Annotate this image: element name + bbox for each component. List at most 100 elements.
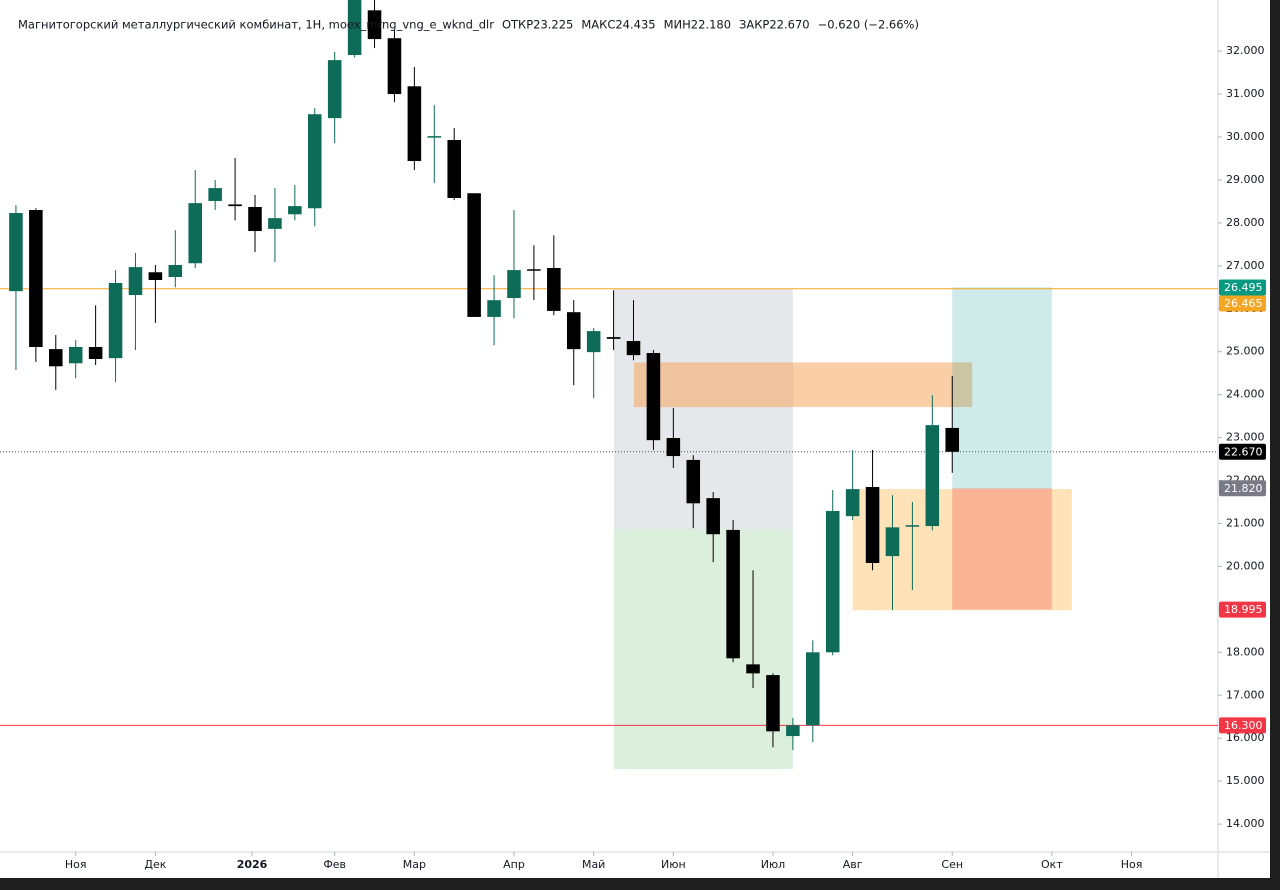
candle-body <box>746 664 760 674</box>
candle-body <box>507 270 521 299</box>
candle-body <box>387 38 402 95</box>
candle-body <box>885 527 900 557</box>
candle-body <box>49 349 63 367</box>
price-label-box <box>1219 279 1266 296</box>
candle-body <box>407 86 422 162</box>
price-label: 18.995 <box>1224 603 1263 616</box>
candle-body <box>666 438 681 457</box>
candle-body <box>208 188 222 201</box>
candle-body <box>347 0 362 55</box>
candle-body <box>108 282 123 359</box>
candle-body <box>9 213 23 292</box>
candle-body <box>646 352 661 441</box>
candle-body <box>586 331 601 353</box>
candle-body <box>527 269 541 271</box>
candle-body <box>29 209 43 347</box>
candle-body <box>327 60 342 119</box>
y-tick-label: 18.000 <box>1226 645 1265 658</box>
axes: 14.00015.00016.00017.00018.00019.00020.0… <box>65 44 1266 871</box>
ohlc-value: МАКС24.435 <box>581 18 655 32</box>
x-tick-label: Июн <box>661 858 686 871</box>
candle-body <box>845 489 860 517</box>
y-tick-label: 15.000 <box>1226 774 1265 787</box>
candle-body <box>248 206 262 232</box>
candle-body <box>686 459 701 504</box>
y-tick-label: 21.000 <box>1226 516 1265 529</box>
candle-body <box>188 203 203 264</box>
candle-body <box>706 498 720 535</box>
ohlc-value: ОТКР23.225 <box>502 18 573 32</box>
candle-body <box>427 136 442 138</box>
candle-body <box>447 139 461 198</box>
x-tick-label: Ноя <box>1121 858 1143 871</box>
zone <box>613 288 793 530</box>
y-tick-label: 17.000 <box>1226 688 1265 701</box>
candle-body <box>825 511 840 653</box>
price-label: 26.495 <box>1224 281 1263 294</box>
y-tick-label: 27.000 <box>1226 259 1265 272</box>
candle-body <box>467 193 481 317</box>
price-label-box <box>1219 480 1266 497</box>
candle-body <box>766 675 780 732</box>
candle-body <box>945 427 960 452</box>
y-tick-label: 32.000 <box>1226 44 1265 57</box>
x-tick-label: Ноя <box>65 858 87 871</box>
candle-body <box>268 218 282 229</box>
candle-body <box>228 204 242 207</box>
zone <box>633 362 973 408</box>
y-tick-label: 29.000 <box>1226 173 1265 186</box>
candle-body <box>865 486 880 563</box>
chart-background <box>0 0 1270 878</box>
candle-body <box>786 725 800 737</box>
zone <box>952 287 1052 490</box>
x-tick-label: Дек <box>144 858 166 871</box>
candle-body <box>606 337 621 339</box>
candle-body <box>905 525 920 527</box>
y-tick-label: 14.000 <box>1226 817 1265 830</box>
candle-body <box>925 425 940 527</box>
x-tick-label: Фев <box>323 858 346 871</box>
ohlc-legend: ОТКР23.225 МАКС24.435 МИН22.180 ЗАКР22.670−… <box>502 18 919 32</box>
ohlc-value: −0.620 (−2.66%) <box>818 18 919 32</box>
candle-body <box>68 346 83 364</box>
price-label-box <box>1219 601 1266 618</box>
candle-body <box>367 10 382 40</box>
candle-body <box>806 652 820 726</box>
y-tick-label: 20.000 <box>1226 559 1265 572</box>
candle-body <box>307 114 322 209</box>
x-tick-label: Май <box>582 858 605 871</box>
candle-body <box>288 206 302 215</box>
x-tick-label: Окт <box>1041 858 1063 871</box>
candle-body <box>626 340 641 356</box>
zone <box>613 529 793 770</box>
zone <box>952 488 1052 610</box>
y-tick-label: 16.000 <box>1226 731 1265 744</box>
y-tick-label: 25.000 <box>1226 345 1265 358</box>
price-label: 22.670 <box>1224 445 1263 458</box>
x-tick-label: Мар <box>403 858 426 871</box>
chart-title: Магнитогорский металлургический комбинат… <box>18 18 494 32</box>
x-tick-label: 2026 <box>237 858 268 871</box>
y-tick-label: 31.000 <box>1226 87 1265 100</box>
x-tick-label: Авг <box>843 858 863 871</box>
y-tick-label: 28.000 <box>1226 216 1265 229</box>
price-label-box <box>1219 443 1266 460</box>
candle-body <box>88 346 103 360</box>
x-tick-label: Июл <box>761 858 786 871</box>
candle-body <box>547 267 561 311</box>
candle-body <box>566 312 581 350</box>
y-tick-label: 24.000 <box>1226 388 1265 401</box>
y-tick-label: 30.000 <box>1226 130 1265 143</box>
price-label-box <box>1219 295 1266 312</box>
candle-body <box>726 529 740 659</box>
y-tick-label: 23.000 <box>1226 431 1265 444</box>
candle-body <box>168 264 183 277</box>
candle-body <box>487 300 501 317</box>
price-label: 26.465 <box>1224 297 1263 310</box>
plot-area <box>0 0 1218 770</box>
ohlc-value: МИН22.180 <box>664 18 731 32</box>
ohlc-value: ЗАКР22.670 <box>739 18 810 32</box>
x-tick-label: Апр <box>503 858 525 871</box>
